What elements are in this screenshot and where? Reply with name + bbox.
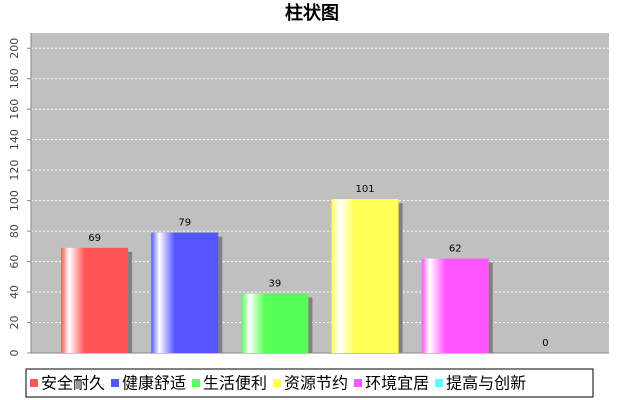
bar bbox=[61, 247, 129, 353]
chart-title: 柱状图 bbox=[285, 2, 339, 24]
bar bbox=[241, 293, 309, 353]
bar bbox=[331, 199, 399, 353]
y-tick-label: 160 bbox=[8, 99, 21, 120]
y-tick-label: 180 bbox=[8, 68, 21, 89]
value-label: 62 bbox=[449, 244, 462, 255]
legend-swatch bbox=[111, 379, 120, 387]
y-tick-label: 80 bbox=[8, 224, 21, 238]
legend-label: 提高与创新 bbox=[446, 374, 526, 393]
y-tick-label: 60 bbox=[8, 255, 21, 269]
legend-swatch bbox=[192, 379, 201, 387]
legend-box bbox=[25, 368, 594, 398]
y-tick-label: 200 bbox=[8, 38, 21, 59]
y-tick-label: 20 bbox=[8, 316, 21, 330]
y-tick-label: 120 bbox=[8, 160, 21, 181]
bar bbox=[421, 258, 489, 353]
value-label: 79 bbox=[178, 218, 191, 229]
y-tick-label: 40 bbox=[8, 285, 21, 299]
legend-label: 生活便利 bbox=[203, 374, 267, 393]
legend-swatch bbox=[273, 379, 282, 387]
value-label: 0 bbox=[542, 338, 548, 349]
y-tick-label: 100 bbox=[8, 190, 21, 211]
value-label: 69 bbox=[88, 233, 101, 244]
legend-label: 健康舒适 bbox=[122, 374, 186, 393]
y-tick-label: 0 bbox=[8, 350, 21, 357]
value-label: 39 bbox=[269, 279, 282, 290]
legend-label: 安全耐久 bbox=[41, 374, 105, 393]
value-label: 101 bbox=[356, 184, 375, 195]
legend-label: 环境宜居 bbox=[365, 374, 429, 393]
legend-label: 资源节约 bbox=[284, 374, 348, 393]
bar bbox=[151, 232, 219, 353]
y-tick-label: 140 bbox=[8, 129, 21, 150]
legend-swatch bbox=[30, 379, 38, 387]
legend-swatch bbox=[435, 379, 444, 387]
legend-swatch bbox=[354, 379, 363, 387]
